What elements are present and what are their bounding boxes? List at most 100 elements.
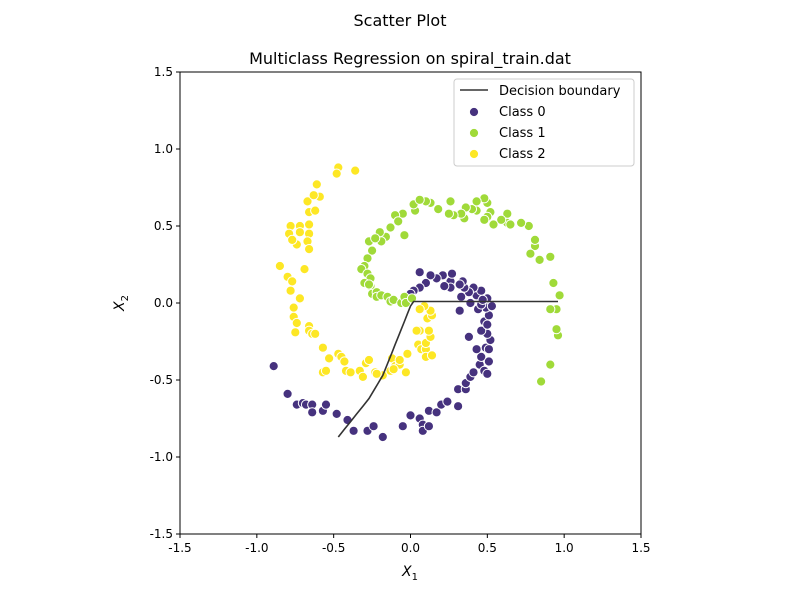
scatter-point (482, 368, 493, 379)
scatter-point (299, 264, 310, 275)
scatter-point (304, 219, 315, 230)
scatter-point (414, 267, 425, 278)
scatter-point (357, 371, 368, 382)
scatter-point (536, 376, 547, 387)
scatter-point (287, 276, 298, 287)
x-tick-label: 0.0 (401, 541, 420, 555)
scatter-point (471, 196, 482, 207)
scatter-point (496, 214, 507, 225)
scatter-point (274, 260, 285, 272)
scatter-point (483, 356, 494, 367)
scatter-point (548, 277, 559, 289)
scatter-point (393, 216, 404, 227)
scatter-point (310, 205, 321, 216)
scatter-point (529, 234, 541, 245)
scatter-point (370, 233, 381, 244)
scatter-point (331, 408, 342, 419)
scatter-point (400, 367, 411, 378)
scatter-point (304, 244, 315, 255)
y-tick-label: -1.5 (150, 527, 173, 541)
scatter-point (397, 421, 408, 432)
scatter-point (476, 351, 487, 362)
scatter-point (456, 291, 467, 302)
series-class-0 (268, 267, 497, 443)
x-tick-label: 1.0 (555, 541, 574, 555)
scatter-point (454, 305, 465, 316)
y-tick-label: 0.0 (154, 296, 173, 310)
scatter-point (445, 196, 456, 207)
scatter-point (488, 219, 499, 230)
y-tick-label: -0.5 (150, 373, 173, 387)
x-axis-label: X1 (401, 564, 418, 583)
scatter-point (288, 302, 299, 313)
scatter-point (348, 425, 359, 436)
legend-label: Decision boundary (499, 84, 621, 99)
axis-label-subscript: 1 (412, 572, 418, 583)
legend: Decision boundary Class 0 Class 1 Class 2 (453, 78, 635, 167)
scatter-point (310, 328, 321, 339)
y-axis-label-base: X (112, 301, 128, 312)
scatter-point (554, 290, 565, 301)
scatter-point (414, 194, 425, 205)
chart-title: Multiclass Regression on spiral_train.da… (249, 49, 571, 69)
scatter-point (405, 410, 416, 421)
scatter-point (294, 293, 305, 304)
y-axis: -1.5 -1.0 -0.5 0.0 0.5 1.0 1.5 (150, 65, 180, 541)
scatter-point (482, 319, 493, 330)
scatter-point (331, 168, 342, 179)
scatter-point (479, 214, 490, 225)
x-tick-label: 1.5 (631, 541, 650, 555)
scatter-point (394, 354, 405, 366)
scatter-point (534, 254, 545, 265)
scatter-point (350, 165, 361, 176)
scatter-point (423, 325, 434, 336)
y-tick-label: 1.0 (154, 142, 173, 156)
y-axis-label: X2 (112, 295, 131, 312)
scatter-point (525, 248, 536, 259)
y-tick-label: -1.0 (150, 450, 173, 464)
legend-marker-swatch (468, 106, 480, 118)
series-class-1 (356, 193, 565, 387)
scatter-point (287, 234, 298, 245)
scatter-point (414, 304, 425, 315)
series-class-2 (274, 162, 438, 382)
scatter-point (285, 285, 296, 296)
scatter-point (268, 361, 279, 372)
scatter-point (291, 317, 302, 329)
scatter-point (446, 268, 458, 279)
legend-box (453, 78, 635, 167)
scatter-point (453, 401, 464, 412)
scatter-point (439, 281, 450, 292)
scatter-point (551, 324, 562, 335)
legend-label: Class 0 (499, 105, 546, 120)
axis-label-subscript: 2 (120, 295, 131, 301)
decision-boundary-line (337, 300, 558, 438)
scatter-point (463, 331, 474, 342)
scatter-point (505, 219, 516, 230)
scatter-point (388, 364, 399, 375)
legend-marker-swatch (468, 127, 480, 139)
scatter-point (302, 196, 313, 207)
scatter-point (399, 230, 410, 241)
x-axis: -1.5 -1.0 -0.5 0.0 0.5 1.0 1.5 (168, 534, 651, 555)
legend-label: Class 1 (499, 126, 546, 141)
legend-items: Decision boundary Class 0 Class 1 Class 2 (460, 84, 621, 162)
scatter-point (371, 368, 382, 379)
scatter-point (342, 414, 353, 426)
scatter-point (320, 365, 332, 376)
scatter-point (433, 204, 444, 215)
scatter-point (311, 179, 322, 190)
scatter-point (290, 327, 301, 338)
scatter-point (476, 325, 487, 336)
scatter-point (282, 388, 293, 399)
y-tick-label: 1.5 (154, 65, 173, 79)
scatter-point (442, 396, 453, 407)
scatter-point (502, 208, 513, 219)
y-tick-label: 0.5 (154, 219, 173, 233)
scatter-point (363, 279, 375, 290)
scatter-point (454, 279, 465, 290)
decision-boundary-layer (337, 300, 558, 438)
legend-marker-swatch (468, 148, 480, 160)
scatter-point (411, 325, 422, 336)
